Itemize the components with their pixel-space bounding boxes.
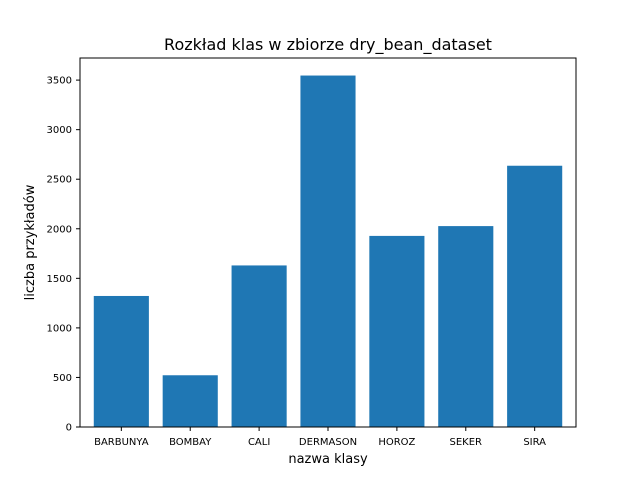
bar-bombay [162,375,218,427]
x-tick-label: SEKER [450,437,483,448]
y-tick-label: 1000 [47,323,72,334]
y-tick-label: 3500 [47,76,72,87]
bar-sira [507,165,563,428]
chart-title: Rozkład klas w zbiorze dry_bean_dataset [164,35,492,55]
x-tick-label: HOROZ [378,437,415,448]
x-tick-label: BARBUNYA [94,437,149,448]
y-axis-label: liczba przykładów [23,184,38,300]
x-axis-label: nazwa klasy [288,452,368,467]
y-tick-label: 2500 [47,175,72,186]
x-tick-label: CALI [248,437,270,448]
y-tick-label: 1500 [47,274,72,285]
y-tick-label: 3000 [47,125,72,136]
bar-cali [231,265,287,427]
bar-seker [438,226,494,427]
bar-dermason [300,75,356,427]
plot-frame [79,57,577,428]
x-tick-label: BOMBAY [169,437,212,448]
y-tick-label: 500 [53,373,72,384]
y-axis-ticks: 0 500 1000 1500 2000 2500 3000 3500 [47,76,80,434]
x-axis-ticks: BARBUNYA BOMBAY CALI DERMASON HOROZ SEKER SIRA [94,427,546,448]
bars-group [93,75,563,428]
bar-barbunya [93,295,149,427]
y-tick-label: 2000 [47,224,72,235]
x-tick-label: DERMASON [299,437,357,448]
bar-horoz [369,235,425,427]
y-tick-label: 0 [66,423,72,434]
x-tick-label: SIRA [523,437,546,448]
